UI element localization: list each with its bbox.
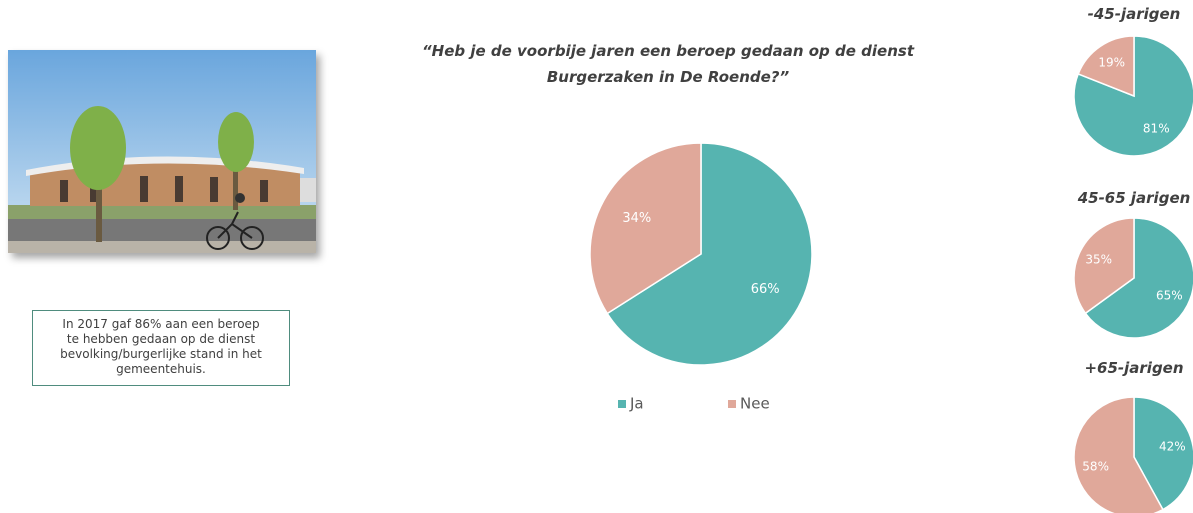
legend-swatch bbox=[618, 400, 626, 408]
value-label: 34% bbox=[622, 211, 651, 226]
pie-slice bbox=[1084, 217, 1193, 339]
pie-slice bbox=[1073, 217, 1135, 315]
value-label: 35% bbox=[1085, 253, 1112, 267]
pie-slice bbox=[589, 142, 702, 315]
chart-title: -45-jarigen bbox=[1087, 5, 1181, 23]
legend-label: Ja bbox=[629, 395, 644, 413]
pie-slice bbox=[1073, 396, 1164, 513]
value-label: 66% bbox=[751, 282, 780, 297]
note-box: In 2017 gaf 86% aan een beroep te hebben… bbox=[32, 310, 290, 386]
legend-swatch bbox=[728, 400, 736, 408]
chart-title: 45-65 jarigen bbox=[1077, 189, 1191, 207]
value-label: 58% bbox=[1082, 459, 1109, 473]
chart-title: +65-jarigen bbox=[1084, 359, 1184, 377]
legend-label: Nee bbox=[740, 395, 770, 413]
value-label: 81% bbox=[1143, 121, 1170, 135]
chart-title: “Heb je de voorbije jaren een beroep ged… bbox=[422, 42, 914, 86]
value-label: 19% bbox=[1098, 56, 1125, 70]
pie-slice bbox=[1077, 35, 1135, 98]
value-label: 65% bbox=[1156, 288, 1183, 302]
value-label: 42% bbox=[1159, 440, 1186, 454]
pie-slice bbox=[1133, 396, 1193, 511]
photo bbox=[8, 50, 316, 253]
pie-slice bbox=[606, 142, 813, 366]
